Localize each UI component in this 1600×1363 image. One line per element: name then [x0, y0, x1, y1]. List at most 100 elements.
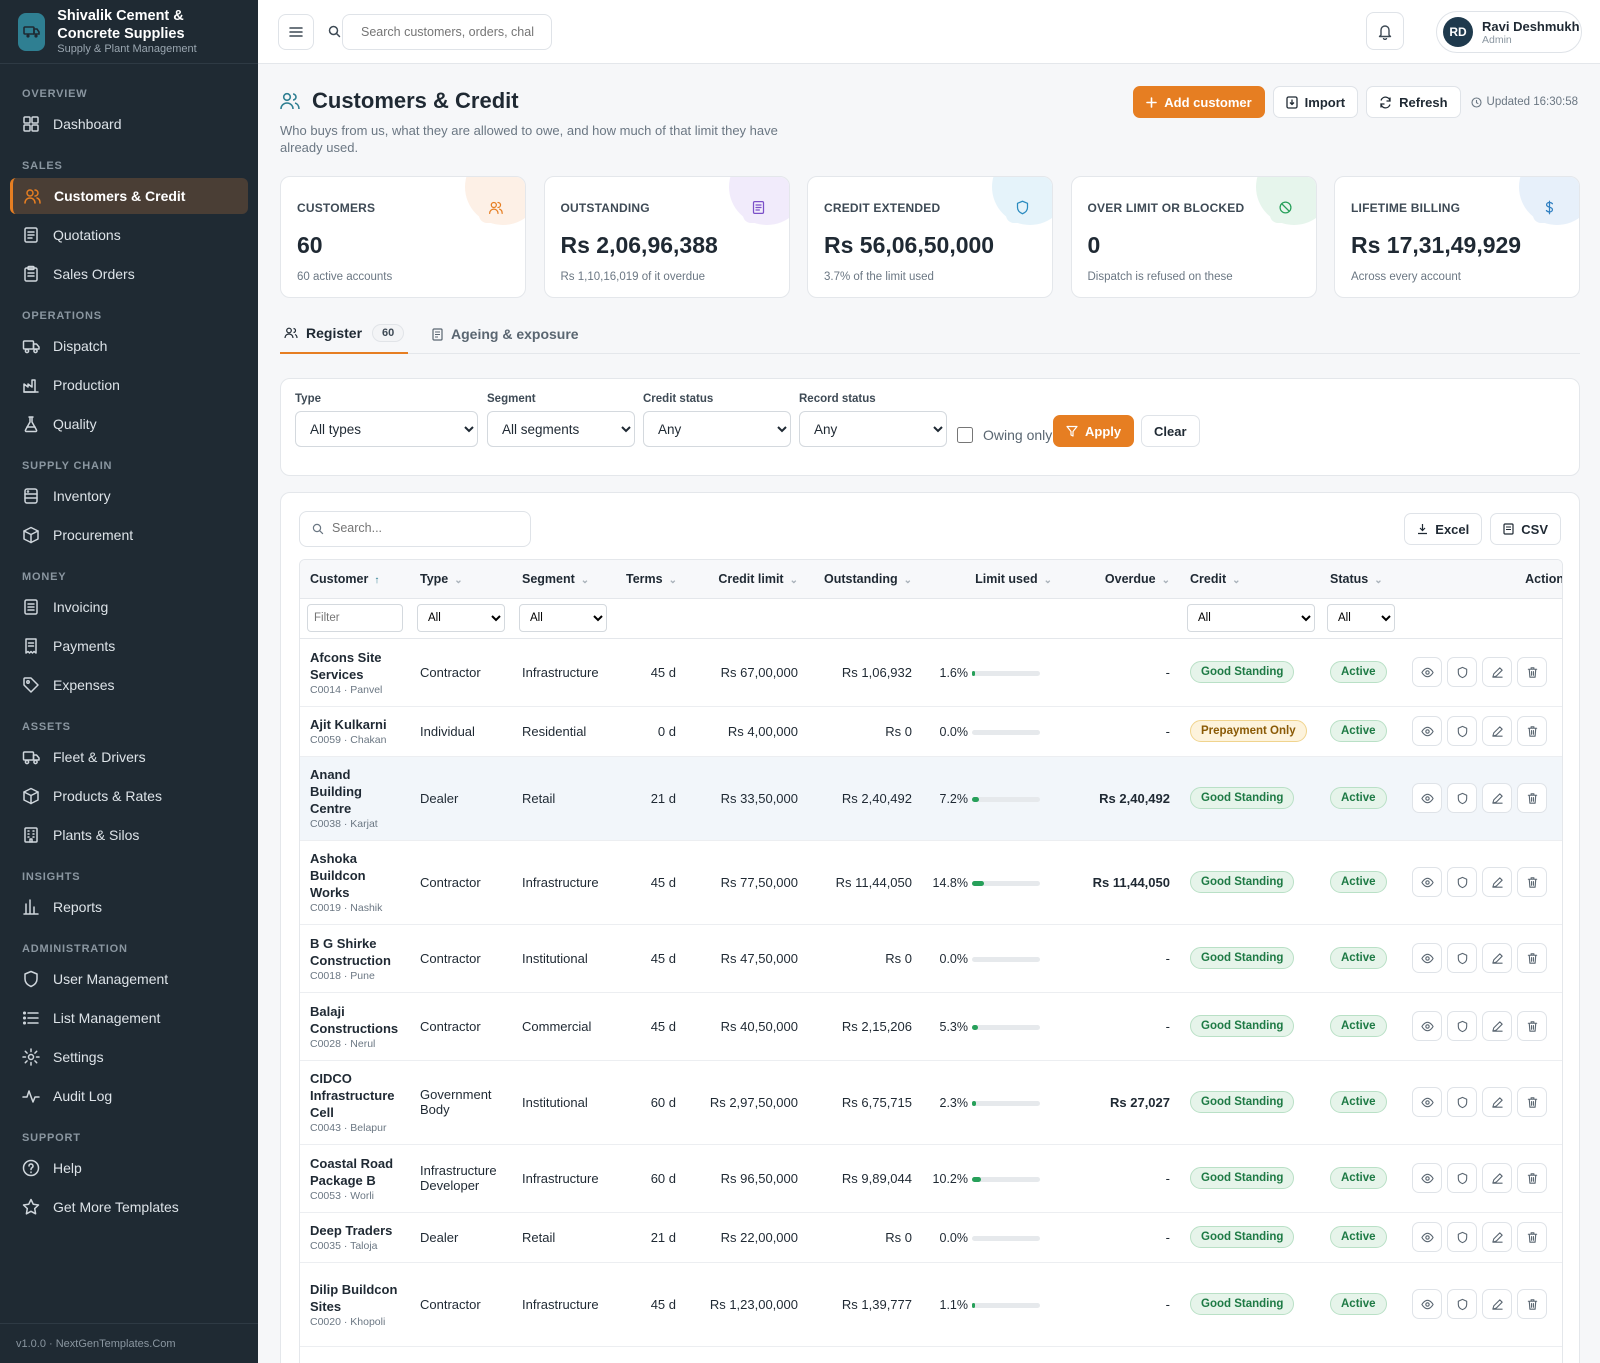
- trash-action-button[interactable]: [1517, 1011, 1547, 1041]
- cell-customer[interactable]: Ashoka Buildcon Works C0019 · Nashik: [300, 840, 410, 925]
- table-row[interactable]: Coastal Road Package B C0053 · Worli Infra…: [300, 1144, 1562, 1213]
- eye-action-button[interactable]: [1412, 1087, 1442, 1117]
- trash-action-button[interactable]: [1517, 716, 1547, 746]
- sidebar-item-products-rates[interactable]: Products & Rates: [10, 778, 248, 814]
- export-excel-button[interactable]: Excel: [1404, 513, 1483, 545]
- table-row[interactable]: B G Shirke Construction C0018 · Pune Contr…: [300, 924, 1562, 993]
- shield-action-button[interactable]: [1447, 1011, 1477, 1041]
- sidebar-item-user-management[interactable]: User Management: [10, 961, 248, 997]
- sidebar-item-sales-orders[interactable]: Sales Orders: [10, 256, 248, 292]
- sidebar-item-inventory[interactable]: Inventory: [10, 478, 248, 514]
- trash-action-button[interactable]: [1517, 783, 1547, 813]
- customer-filter-input[interactable]: [307, 604, 403, 632]
- trash-action-button[interactable]: [1517, 1289, 1547, 1319]
- table-row[interactable]: Dilip Buildcon Sites C0020 · Khopoli Contr…: [300, 1262, 1562, 1347]
- sidebar-item-settings[interactable]: Settings: [10, 1039, 248, 1075]
- cell-customer[interactable]: Ajit Kulkarni C0059 · Chakan: [300, 706, 410, 757]
- cell-customer[interactable]: Afcons Site Services C0014 · Panvel: [300, 638, 410, 707]
- edit-action-button[interactable]: [1482, 1163, 1512, 1193]
- table-row[interactable]: Balaji Constructions C0028 · Nerul Contrac…: [300, 992, 1562, 1061]
- edit-action-button[interactable]: [1482, 1289, 1512, 1319]
- import-button[interactable]: Import: [1272, 86, 1359, 118]
- customer-name[interactable]: Coastal Road Package B: [310, 1155, 394, 1188]
- edit-action-button[interactable]: [1482, 716, 1512, 746]
- edit-action-button[interactable]: [1482, 1011, 1512, 1041]
- eye-action-button[interactable]: [1412, 1289, 1442, 1319]
- shield-action-button[interactable]: [1447, 943, 1477, 973]
- shield-action-button[interactable]: [1447, 716, 1477, 746]
- owing-only-checkbox[interactable]: [957, 427, 973, 443]
- sidebar-item-dispatch[interactable]: Dispatch: [10, 328, 248, 364]
- credit-column-filter[interactable]: All: [1187, 604, 1315, 632]
- type-column-filter[interactable]: All: [417, 604, 505, 632]
- add-customer-button[interactable]: Add customer: [1133, 86, 1265, 118]
- table-row[interactable]: Deep Traders C0035 · Taloja Dealer Retail 21…: [300, 1212, 1562, 1263]
- refresh-button[interactable]: Refresh: [1366, 86, 1461, 118]
- user-menu[interactable]: RD Ravi Deshmukh Admin: [1436, 11, 1582, 53]
- shield-action-button[interactable]: [1447, 657, 1477, 687]
- sidebar-item-dashboard[interactable]: Dashboard: [10, 106, 248, 142]
- apply-button[interactable]: Apply: [1053, 415, 1135, 447]
- record-status-select[interactable]: Any: [799, 411, 947, 447]
- col-customer[interactable]: Customer ↑: [300, 560, 410, 599]
- sidebar-item-plants-silos[interactable]: Plants & Silos: [10, 817, 248, 853]
- col-limit-used[interactable]: Limit used ⌄: [922, 560, 1062, 599]
- customer-name[interactable]: CIDCO Infrastructure Cell: [310, 1071, 395, 1120]
- col-credit-limit[interactable]: Credit limit ⌄: [686, 560, 808, 599]
- trash-action-button[interactable]: [1517, 943, 1547, 973]
- sidebar-item-reports[interactable]: Reports: [10, 889, 248, 925]
- trash-action-button[interactable]: [1517, 1163, 1547, 1193]
- export-csv-button[interactable]: CSV: [1490, 513, 1561, 545]
- cell-customer[interactable]: Deep Traders C0035 · Taloja: [300, 1212, 410, 1263]
- notifications-button[interactable]: [1366, 12, 1404, 50]
- trash-action-button[interactable]: [1517, 1087, 1547, 1117]
- sidebar-item-audit-log[interactable]: Audit Log: [10, 1078, 248, 1114]
- eye-action-button[interactable]: [1412, 1011, 1442, 1041]
- col-terms[interactable]: Terms ⌄: [616, 560, 686, 599]
- eye-action-button[interactable]: [1412, 943, 1442, 973]
- table-row[interactable]: CIDCO Infrastructure Cell C0043 · Belapur…: [300, 1060, 1562, 1145]
- tab-register[interactable]: Register 60: [280, 314, 409, 354]
- customer-name[interactable]: Balaji Constructions: [310, 1003, 399, 1036]
- sidebar-item-expenses[interactable]: Expenses: [10, 667, 248, 703]
- customer-name[interactable]: Ashoka Buildcon Works: [310, 851, 366, 900]
- eye-action-button[interactable]: [1412, 1163, 1442, 1193]
- customer-name[interactable]: Anand Building Centre: [310, 767, 362, 816]
- shield-action-button[interactable]: [1447, 783, 1477, 813]
- menu-toggle-button[interactable]: [278, 14, 314, 50]
- trash-action-button[interactable]: [1517, 657, 1547, 687]
- shield-action-button[interactable]: [1447, 1289, 1477, 1319]
- table-row[interactable]: Anand Building Centre C0038 · Karjat Deale…: [300, 756, 1562, 841]
- sidebar-item-invoicing[interactable]: Invoicing: [10, 589, 248, 625]
- eye-action-button[interactable]: [1412, 783, 1442, 813]
- table-row[interactable]: Ashoka Buildcon Works C0019 · Nashik Contr…: [300, 840, 1562, 925]
- cell-customer[interactable]: Coastal Road Package B C0053 · Worli: [300, 1144, 410, 1213]
- sidebar-item-list-management[interactable]: List Management: [10, 1000, 248, 1036]
- eye-action-button[interactable]: [1412, 657, 1442, 687]
- sidebar-item-quotations[interactable]: Quotations: [10, 217, 248, 253]
- customer-name[interactable]: Ajit Kulkarni: [310, 717, 387, 732]
- cell-customer[interactable]: CIDCO Infrastructure Cell C0043 · Belapur: [300, 1060, 410, 1145]
- clear-button[interactable]: Clear: [1141, 415, 1200, 447]
- trash-action-button[interactable]: [1517, 867, 1547, 897]
- cell-customer[interactable]: Anand Building Centre C0038 · Karjat: [300, 756, 410, 841]
- edit-action-button[interactable]: [1482, 657, 1512, 687]
- cell-customer[interactable]: Dilip Buildcon Sites C0020 · Khopoli: [300, 1262, 410, 1347]
- segment-column-filter[interactable]: All: [519, 604, 607, 632]
- sidebar-item-procurement[interactable]: Procurement: [10, 517, 248, 553]
- segment-select[interactable]: All segments: [487, 411, 635, 447]
- edit-action-button[interactable]: [1482, 943, 1512, 973]
- shield-action-button[interactable]: [1447, 1087, 1477, 1117]
- table-search-input[interactable]: [332, 521, 522, 535]
- owing-only-toggle[interactable]: Owing only: [957, 427, 1052, 443]
- col-overdue[interactable]: Overdue ⌄: [1062, 560, 1180, 599]
- cell-customer[interactable]: B G Shirke Construction C0018 · Pune: [300, 924, 410, 993]
- eye-action-button[interactable]: [1412, 716, 1442, 746]
- edit-action-button[interactable]: [1482, 783, 1512, 813]
- edit-action-button[interactable]: [1482, 867, 1512, 897]
- col-credit[interactable]: Credit ⌄: [1180, 560, 1320, 599]
- trash-action-button[interactable]: [1517, 1222, 1547, 1252]
- col-type[interactable]: Type ⌄: [410, 560, 512, 599]
- sidebar-item-fleet-drivers[interactable]: Fleet & Drivers: [10, 739, 248, 775]
- type-select[interactable]: All types: [295, 411, 478, 447]
